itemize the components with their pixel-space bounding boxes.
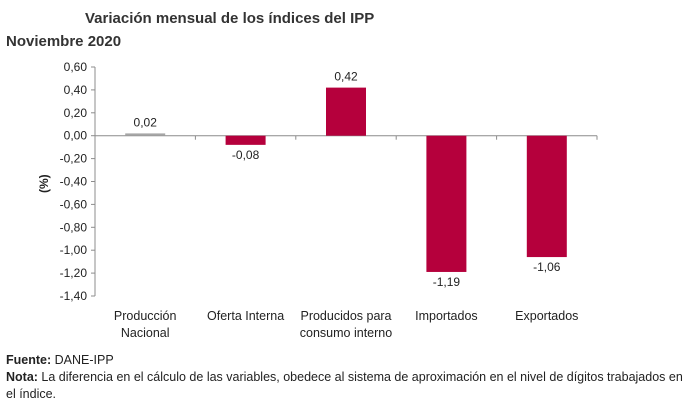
bar — [326, 87, 366, 136]
y-axis-label: (%) — [37, 174, 51, 193]
x-tick-label: Producción — [114, 309, 177, 323]
x-tick-label: Importados — [415, 309, 478, 323]
x-tick-label: Nacional — [121, 326, 170, 340]
y-tick-label: -1,40 — [60, 289, 88, 303]
x-tick-label: Exportados — [515, 309, 578, 323]
data-label: 0,02 — [134, 115, 158, 129]
y-tick-label: 0,60 — [64, 60, 88, 74]
bar — [125, 133, 166, 136]
source-text: DANE-IPP — [51, 353, 114, 367]
note-line: Nota: La diferencia en el cálculo de las… — [6, 369, 694, 403]
chart-title: Variación mensual de los índices del IPP — [85, 10, 375, 27]
y-tick-label: -0,20 — [60, 152, 88, 166]
bar — [426, 135, 467, 272]
x-tick-label: Oferta Interna — [207, 309, 284, 323]
source-label: Fuente: — [6, 353, 52, 367]
note-text: La diferencia en el cálculo de las varia… — [6, 370, 683, 401]
chart-subtitle: Noviembre 2020 — [6, 33, 122, 50]
bar — [225, 135, 266, 145]
data-label: -1,19 — [433, 275, 461, 289]
y-tick-label: -1,20 — [60, 266, 88, 280]
y-tick-label: -0,60 — [60, 197, 88, 211]
x-tick-label: consumo interno — [300, 326, 392, 340]
source-line: Fuente: DANE-IPP — [6, 352, 694, 369]
y-tick-label: -0,40 — [60, 175, 88, 189]
y-tick-label: 0,20 — [64, 106, 88, 120]
data-label: -1,06 — [533, 260, 561, 274]
note-label: Nota: — [6, 370, 38, 384]
y-tick-label: -1,00 — [60, 243, 88, 257]
data-label: -0,08 — [232, 148, 260, 162]
y-tick-label: 0,40 — [64, 83, 88, 97]
y-tick-label: -0,80 — [60, 220, 88, 234]
chart-footer: Fuente: DANE-IPP Nota: La diferencia en … — [6, 352, 694, 403]
x-tick-label: Producidos para — [300, 309, 391, 323]
y-tick-label: 0,00 — [64, 129, 88, 143]
bar-chart: 0,60 0,40 0,20 0,00 -0,20 -0,40 -0,60 -0,80 -1,0… — [37, 60, 598, 340]
bar — [526, 135, 567, 258]
data-label: 0,42 — [334, 70, 358, 84]
